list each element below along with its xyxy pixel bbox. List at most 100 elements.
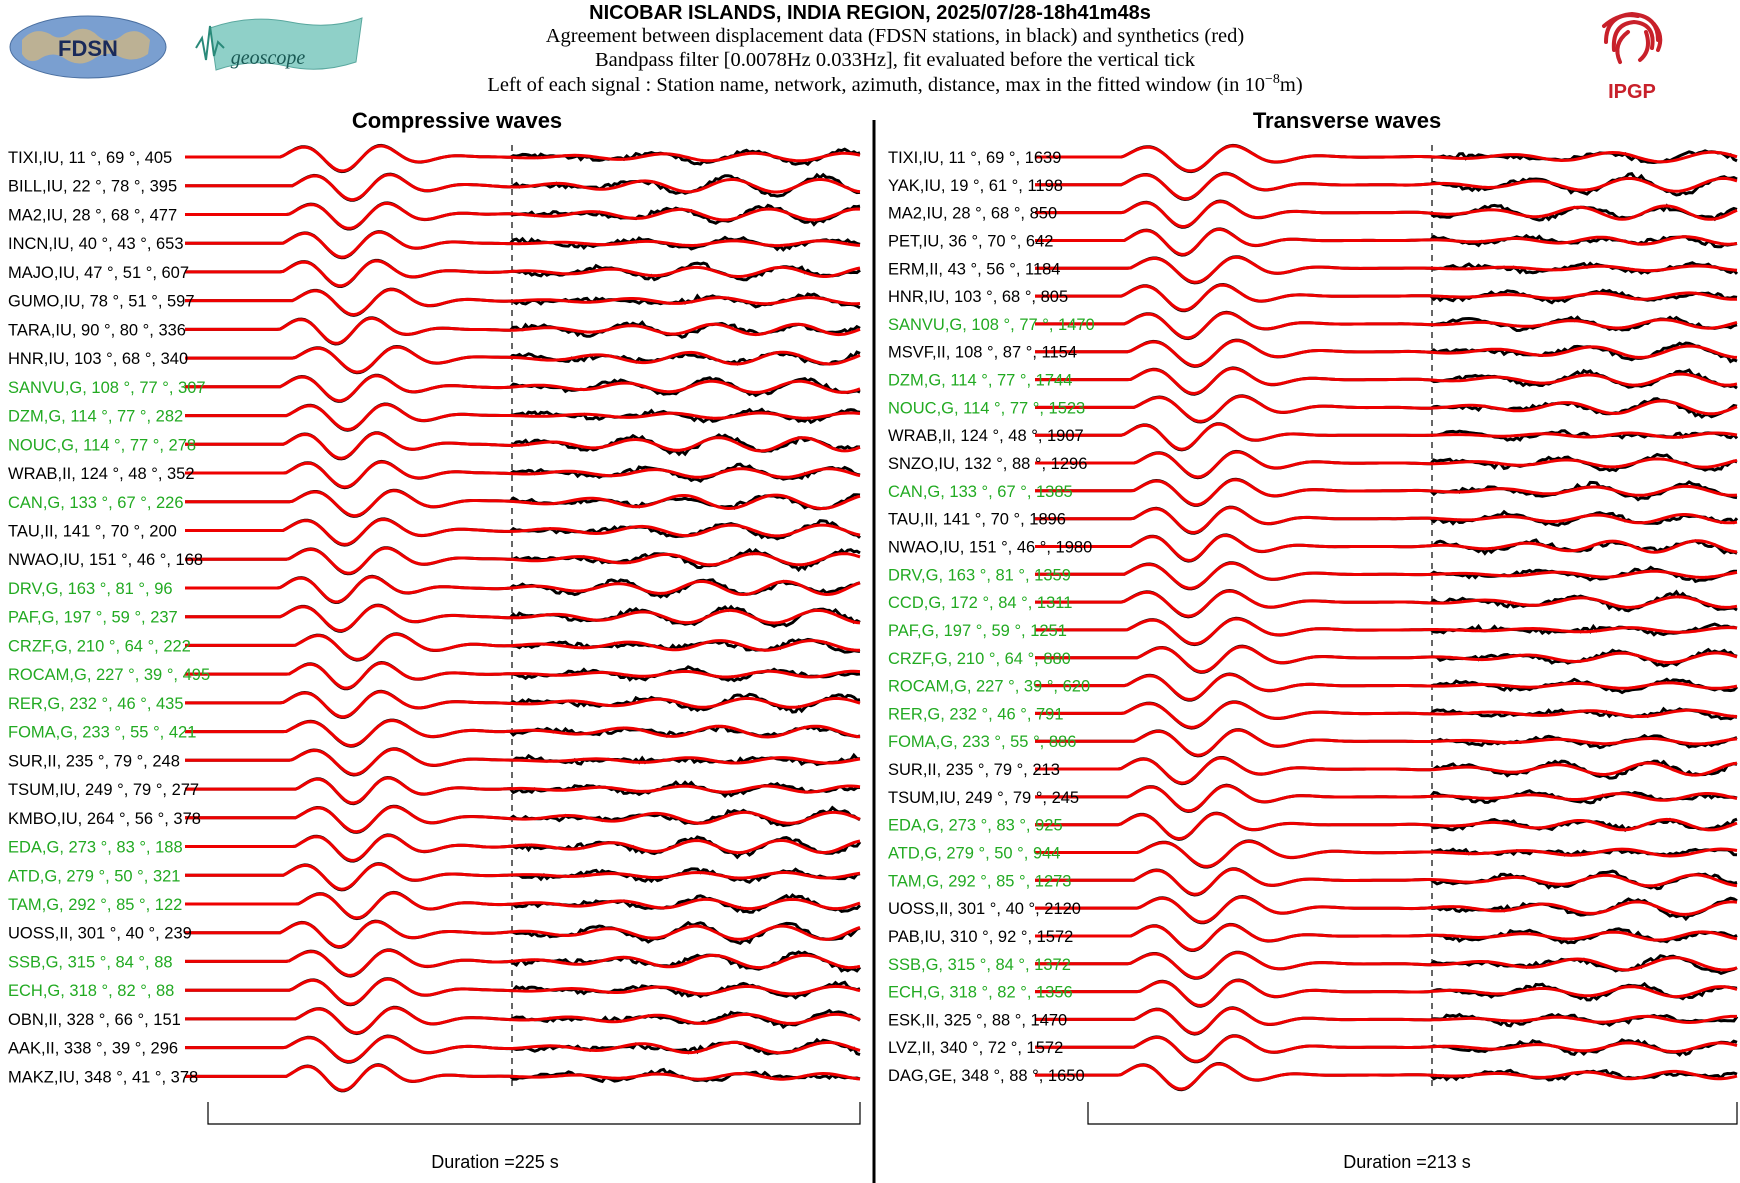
transverse-synthetic-trace-1: [1035, 172, 1738, 201]
transverse-data-trace-22: [1035, 756, 1738, 786]
transverse-panel-title: Transverse waves: [1253, 108, 1441, 133]
transverse-synthetic-trace-24: [1035, 812, 1738, 841]
transverse-synthetic-trace-31: [1035, 1006, 1737, 1035]
compressive-station-label-17: CRZF,G, 210 °, 64 °, 222: [8, 637, 191, 655]
compressive-synthetic-trace-18: [185, 661, 861, 690]
transverse-station-label-5: HNR,IU, 103 °, 68 °, 805: [888, 288, 1068, 306]
compressive-synthetic-trace-9: [185, 403, 861, 432]
transverse-data-trace-32: [1035, 1034, 1738, 1064]
transverse-station-label-18: CRZF,G, 210 °, 64 °, 880: [888, 650, 1071, 668]
compressive-data-trace-8: [185, 373, 861, 403]
compressive-station-label-30: OBN,II, 328 °, 66 °, 151: [8, 1011, 181, 1029]
transverse-synthetic-trace-33: [1035, 1062, 1738, 1091]
compressive-station-label-29: ECH,G, 318 °, 82 °, 88: [8, 982, 174, 1000]
compressive-synthetic-trace-21: [185, 747, 861, 776]
transverse-synthetic-trace-3: [1035, 227, 1738, 256]
transverse-station-label-16: CCD,G, 172 °, 84 °, 1311: [888, 594, 1072, 612]
compressive-data-trace-20: [185, 718, 861, 748]
compressive-station-label-16: PAF,G, 197 °, 59 °, 237: [8, 609, 178, 627]
transverse-station-label-2: MA2,IU, 28 °, 68 °, 850: [888, 205, 1057, 223]
transverse-station-label-8: DZM,G, 114 °, 77 °, 1744: [888, 372, 1072, 390]
compressive-station-label-15: DRV,G, 163 °, 81 °, 96: [8, 580, 173, 598]
transverse-station-label-14: NWAO,IU, 151 °, 46 °, 1980: [888, 538, 1092, 556]
compressive-duration-label: Duration =225 s: [431, 1152, 559, 1172]
subtitle-line-3: Left of each signal : Station name, netw…: [487, 72, 1302, 96]
compressive-station-label-8: SANVU,G, 108 °, 77 °, 307: [8, 379, 206, 397]
transverse-synthetic-trace-18: [1035, 645, 1738, 674]
compressive-synthetic-trace-4: [185, 259, 861, 288]
compressive-station-label-14: NWAO,IU, 151 °, 46 °, 168: [8, 551, 203, 569]
transverse-station-label-24: EDA,G, 273 °, 83 °, 925: [888, 817, 1063, 835]
transverse-station-label-10: WRAB,II, 124 °, 48 °, 1907: [888, 427, 1084, 445]
compressive-synthetic-trace-2: [185, 201, 861, 230]
transverse-duration-label: Duration =213 s: [1343, 1152, 1471, 1172]
compressive-synthetic-trace-26: [185, 891, 861, 920]
compressive-station-label-27: UOSS,II, 301 °, 40 °, 239: [8, 925, 192, 943]
compressive-duration-bracket: [207, 1102, 861, 1125]
transverse-synthetic-trace-5: [1035, 283, 1738, 312]
compressive-data-trace-17: [185, 632, 861, 662]
transverse-station-label-9: NOUC,G, 114 °, 77 °, 1523: [888, 399, 1085, 417]
geoscope-logo: geoscope: [195, 17, 363, 71]
transverse-station-label-11: SNZO,IU, 132 °, 88 °, 1296: [888, 455, 1087, 473]
transverse-station-label-31: ESK,II, 325 °, 88 °, 1470: [888, 1011, 1067, 1029]
transverse-station-label-32: LVZ,II, 340 °, 72 °, 1572: [888, 1039, 1063, 1057]
transverse-synthetic-trace-27: [1035, 895, 1738, 924]
compressive-station-label-32: MAKZ,IU, 348 °, 41 °, 378: [8, 1068, 198, 1086]
transverse-station-label-3: PET,IU, 36 °, 70 °, 642: [888, 232, 1053, 250]
transverse-synthetic-trace-4: [1035, 255, 1738, 284]
transverse-synthetic-trace-12: [1035, 478, 1738, 507]
compressive-station-label-13: TAU,II, 141 °, 70 °, 200: [8, 522, 177, 540]
compressive-station-label-21: SUR,II, 235 °, 79 °, 248: [8, 752, 180, 770]
compressive-station-label-26: TAM,G, 292 °, 85 °, 122: [8, 896, 182, 914]
transverse-synthetic-trace-21: [1035, 728, 1738, 757]
compressive-synthetic-trace-22: [185, 776, 861, 805]
transverse-synthetic-trace-0: [1035, 144, 1738, 173]
compressive-station-label-28: SSB,G, 315 °, 84 °, 88: [8, 953, 173, 971]
transverse-station-label-15: DRV,G, 163 °, 81 °, 1359: [888, 566, 1071, 584]
compressive-station-label-11: WRAB,II, 124 °, 48 °, 352: [8, 465, 195, 483]
transverse-data-trace-28: [1035, 922, 1738, 953]
transverse-station-label-20: RER,G, 232 °, 46 °, 791: [888, 705, 1064, 723]
compressive-station-label-12: CAN,G, 133 °, 67 °, 226: [8, 494, 184, 512]
transverse-synthetic-trace-14: [1035, 533, 1738, 562]
transverse-synthetic-trace-16: [1035, 589, 1738, 618]
compressive-synthetic-trace-6: [185, 316, 861, 345]
compressive-synthetic-trace-14: [185, 546, 861, 575]
compressive-synthetic-trace-1: [185, 173, 861, 202]
transverse-station-label-29: SSB,G, 315 °, 84 °, 1372: [888, 956, 1071, 974]
compressive-waves-panel: TIXI,IU, 11 °, 69 °, 405 BILL,IU, 22 °, 7…: [8, 143, 862, 1125]
compressive-synthetic-trace-12: [185, 489, 861, 518]
transverse-station-label-12: CAN,G, 133 °, 67 °, 1385: [888, 483, 1073, 501]
compressive-synthetic-trace-10: [185, 431, 861, 460]
compressive-synthetic-trace-23: [185, 805, 861, 834]
transverse-synthetic-trace-19: [1035, 672, 1738, 701]
transverse-synthetic-trace-17: [1035, 617, 1738, 646]
compressive-synthetic-trace-17: [185, 632, 860, 661]
fdsn-logo: FDSN: [9, 15, 167, 79]
transverse-synthetic-trace-30: [1035, 979, 1738, 1008]
compressive-station-label-31: AAK,II, 338 °, 39 °, 296: [8, 1040, 178, 1058]
transverse-station-label-4: ERM,II, 43 °, 56 °, 1184: [888, 260, 1060, 278]
transverse-station-label-28: PAB,IU, 310 °, 92 °, 1572: [888, 928, 1073, 946]
compressive-synthetic-trace-25: [185, 862, 861, 891]
transverse-synthetic-trace-22: [1035, 756, 1738, 785]
compressive-station-label-22: TSUM,IU, 249 °, 79 °, 277: [8, 781, 199, 799]
compressive-synthetic-trace-3: [185, 230, 861, 259]
transverse-synthetic-trace-9: [1035, 394, 1738, 423]
transverse-station-label-22: SUR,II, 235 °, 79 °, 213: [888, 761, 1060, 779]
transverse-station-label-27: UOSS,II, 301 °, 40 °, 2120: [888, 900, 1081, 918]
compressive-synthetic-trace-27: [185, 920, 861, 949]
compressive-synthetic-trace-13: [185, 517, 861, 546]
fdsn-logo-text: FDSN: [58, 36, 118, 61]
compressive-station-label-18: ROCAM,G, 227 °, 39 °, 495: [8, 666, 210, 684]
transverse-synthetic-trace-13: [1035, 506, 1738, 535]
transverse-synthetic-trace-7: [1035, 339, 1738, 368]
compressive-station-label-10: NOUC,G, 114 °, 77 °, 278: [8, 436, 196, 454]
subtitle-line-3-suffix: m): [1280, 74, 1303, 96]
ipgp-logo: IPGP: [1602, 11, 1663, 103]
compressive-synthetic-trace-7: [185, 345, 861, 374]
compressive-synthetic-trace-8: [185, 374, 861, 403]
transverse-data-trace-21: [1035, 728, 1738, 758]
transverse-station-label-7: MSVF,II, 108 °, 87 °, 1154: [888, 344, 1077, 362]
